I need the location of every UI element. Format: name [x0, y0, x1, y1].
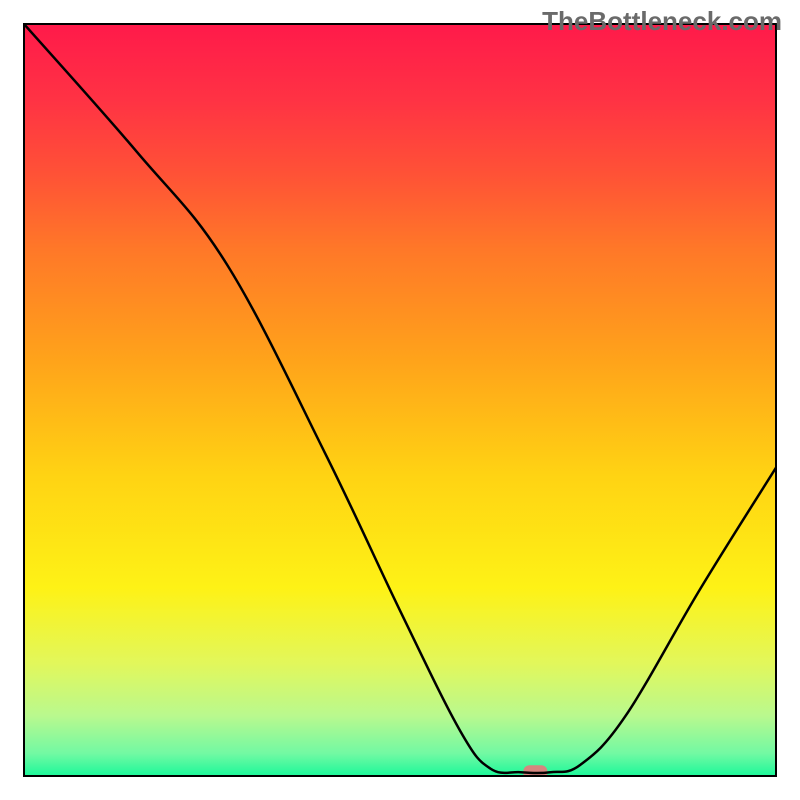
bottleneck-chart: TheBottleneck.com: [0, 0, 800, 800]
chart-svg: [0, 0, 800, 800]
gradient-background: [24, 24, 776, 776]
